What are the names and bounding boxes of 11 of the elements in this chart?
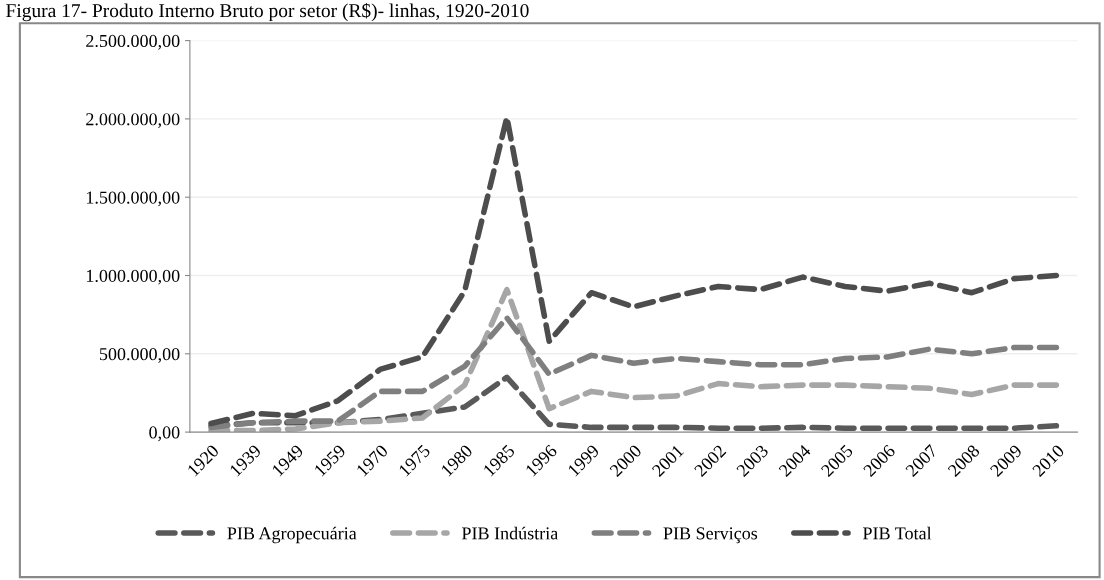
legend-label: PIB Agropecuária — [227, 526, 357, 544]
y-tick-label: 500.000,00 — [99, 348, 180, 363]
legend-label: PIB Indústria — [461, 526, 558, 540]
chart-title: Figura 17- Produto Interno Bruto por setor (R$)- linhas, 1920-2010 — [6, 2, 529, 22]
y-tick-label: 2.000.000,00 — [86, 113, 180, 128]
y-tick-label: 0,00 — [149, 426, 180, 442]
y-tick-label: 2.500.000,00 — [86, 34, 180, 50]
legend-label: PIB Total — [863, 526, 932, 540]
legend-label: PIB Serviços — [663, 527, 758, 544]
y-tick-label: 1.500.000,00 — [86, 191, 180, 207]
y-tick-label: 1.000.000,00 — [86, 269, 180, 285]
